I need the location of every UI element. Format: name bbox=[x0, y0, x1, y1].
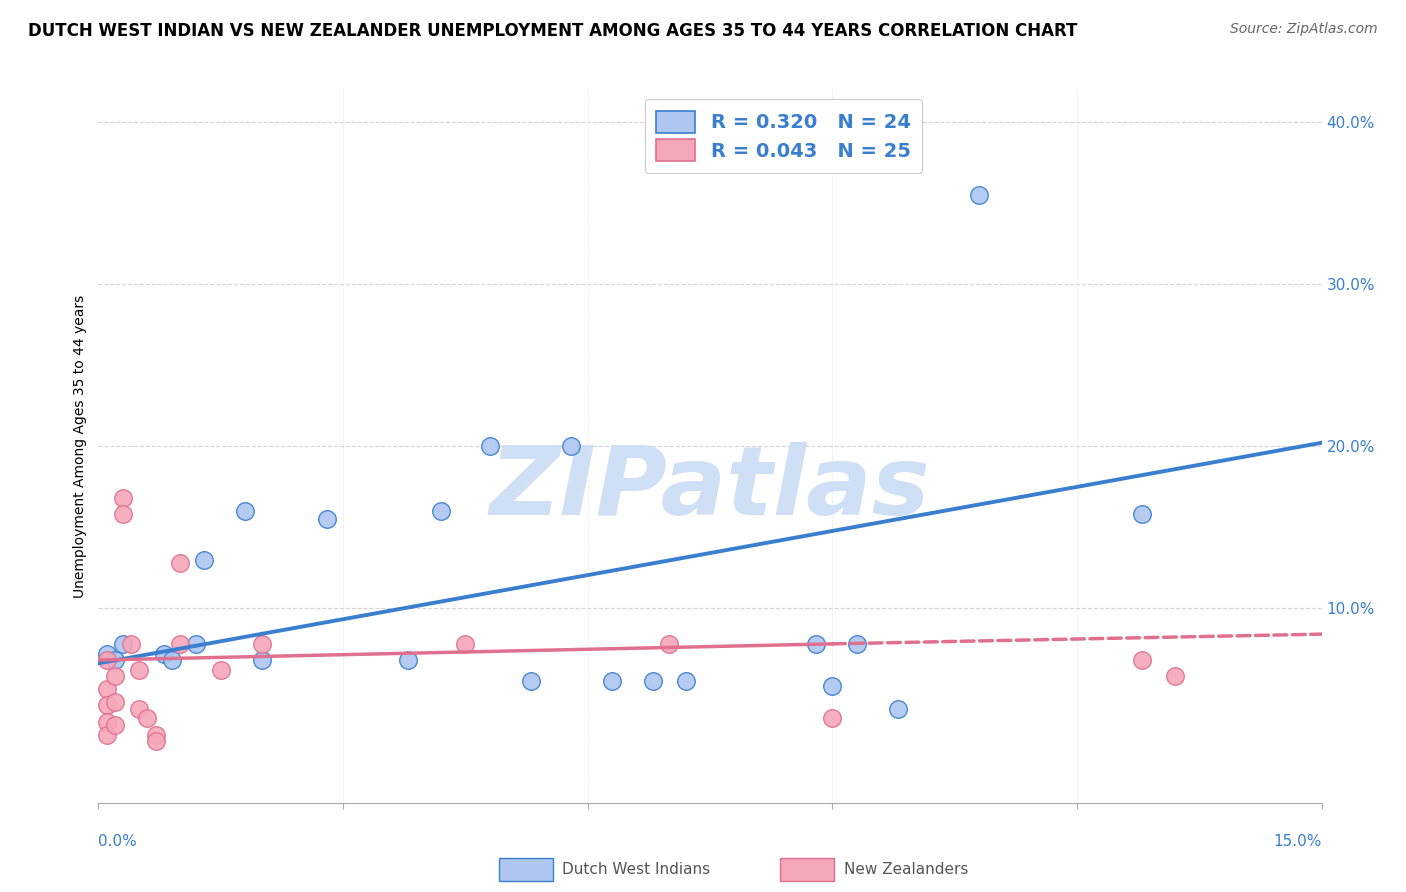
Text: Source: ZipAtlas.com: Source: ZipAtlas.com bbox=[1230, 22, 1378, 37]
Point bbox=[128, 663, 150, 677]
Point bbox=[430, 504, 453, 518]
Point bbox=[250, 653, 273, 667]
Point bbox=[96, 653, 118, 667]
Point bbox=[821, 679, 844, 693]
Point bbox=[104, 718, 127, 732]
Point bbox=[396, 653, 419, 667]
Point bbox=[104, 653, 127, 667]
Point bbox=[169, 637, 191, 651]
Point bbox=[111, 507, 134, 521]
Text: DUTCH WEST INDIAN VS NEW ZEALANDER UNEMPLOYMENT AMONG AGES 35 TO 44 YEARS CORREL: DUTCH WEST INDIAN VS NEW ZEALANDER UNEMP… bbox=[28, 22, 1077, 40]
Point bbox=[96, 682, 118, 697]
Point bbox=[675, 674, 697, 689]
Text: ZIPatlas: ZIPatlas bbox=[489, 442, 931, 535]
Point bbox=[1130, 653, 1153, 667]
Point bbox=[104, 669, 127, 683]
Point bbox=[145, 728, 167, 742]
Point bbox=[845, 637, 868, 651]
Point bbox=[169, 556, 191, 570]
Point bbox=[145, 734, 167, 748]
Point bbox=[658, 637, 681, 651]
Point bbox=[193, 552, 215, 566]
Point bbox=[886, 702, 908, 716]
Point bbox=[128, 702, 150, 716]
Point bbox=[315, 512, 337, 526]
Point bbox=[233, 504, 256, 518]
Y-axis label: Unemployment Among Ages 35 to 44 years: Unemployment Among Ages 35 to 44 years bbox=[73, 294, 87, 598]
Text: New Zealanders: New Zealanders bbox=[844, 863, 967, 877]
Text: 0.0%: 0.0% bbox=[98, 834, 138, 849]
Point bbox=[111, 491, 134, 505]
Point bbox=[1164, 669, 1187, 683]
Point bbox=[96, 714, 118, 729]
Point bbox=[478, 439, 501, 453]
Point bbox=[104, 695, 127, 709]
Point bbox=[120, 637, 142, 651]
Legend: R = 0.320   N = 24, R = 0.043   N = 25: R = 0.320 N = 24, R = 0.043 N = 25 bbox=[644, 99, 922, 173]
Point bbox=[454, 637, 477, 651]
Point bbox=[821, 711, 844, 725]
Point bbox=[641, 674, 664, 689]
Point bbox=[560, 439, 582, 453]
Point bbox=[111, 637, 134, 651]
Point bbox=[250, 637, 273, 651]
Point bbox=[136, 711, 159, 725]
Point bbox=[96, 647, 118, 661]
Point bbox=[519, 674, 541, 689]
Point bbox=[160, 653, 183, 667]
Text: 15.0%: 15.0% bbox=[1274, 834, 1322, 849]
Point bbox=[96, 728, 118, 742]
Point bbox=[804, 637, 827, 651]
Point bbox=[209, 663, 232, 677]
Point bbox=[186, 637, 208, 651]
Point bbox=[1130, 507, 1153, 521]
Point bbox=[96, 698, 118, 713]
Point bbox=[152, 647, 174, 661]
Point bbox=[967, 187, 990, 202]
Text: Dutch West Indians: Dutch West Indians bbox=[562, 863, 710, 877]
Point bbox=[600, 674, 623, 689]
